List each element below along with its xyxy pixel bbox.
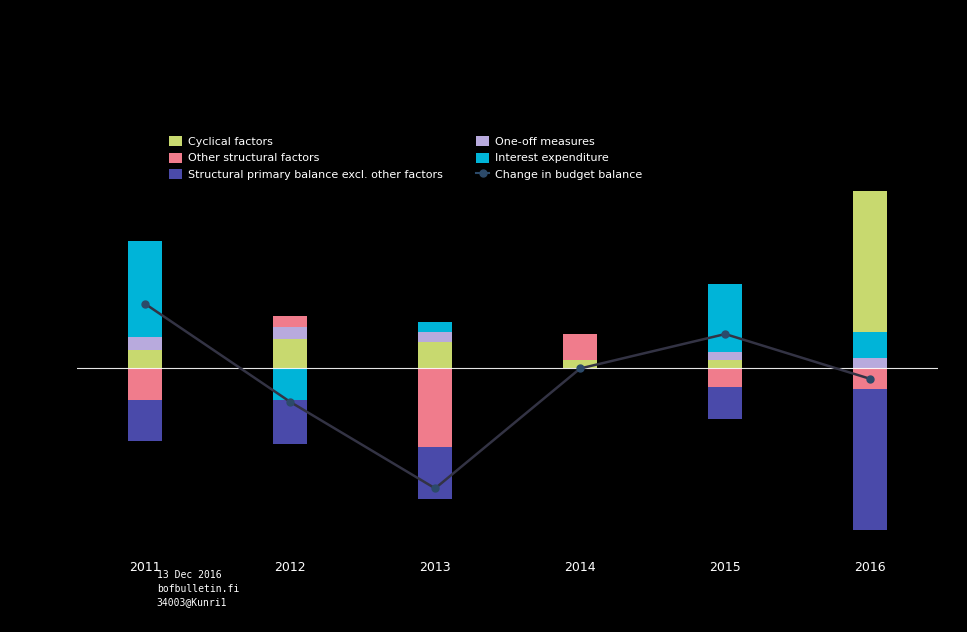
- Bar: [419, 368, 453, 447]
- Bar: [274, 317, 308, 327]
- Bar: [709, 341, 743, 352]
- Bar: [274, 368, 308, 400]
- Bar: [128, 368, 162, 400]
- Bar: [854, 389, 888, 530]
- Bar: [854, 368, 888, 389]
- Bar: [128, 337, 162, 349]
- Bar: [128, 325, 162, 337]
- Text: 13 Dec 2016
bofbulletin.fi
34003@Kunri1: 13 Dec 2016 bofbulletin.fi 34003@Kunri1: [157, 570, 239, 607]
- Bar: [419, 322, 453, 332]
- Bar: [709, 352, 743, 360]
- Bar: [128, 241, 162, 325]
- Bar: [854, 358, 888, 368]
- Bar: [274, 339, 308, 368]
- Bar: [128, 349, 162, 368]
- Bar: [419, 332, 453, 343]
- Bar: [274, 400, 308, 444]
- Bar: [564, 360, 598, 368]
- Bar: [419, 343, 453, 368]
- Bar: [854, 191, 888, 332]
- Bar: [709, 360, 743, 368]
- Bar: [128, 400, 162, 441]
- Bar: [274, 327, 308, 339]
- Bar: [419, 447, 453, 499]
- Bar: [564, 334, 598, 360]
- Bar: [709, 284, 743, 341]
- Bar: [709, 368, 743, 387]
- Legend: Cyclical factors, Other structural factors, Structural primary balance excl. oth: Cyclical factors, Other structural facto…: [169, 137, 642, 179]
- Bar: [709, 387, 743, 418]
- Bar: [854, 332, 888, 358]
